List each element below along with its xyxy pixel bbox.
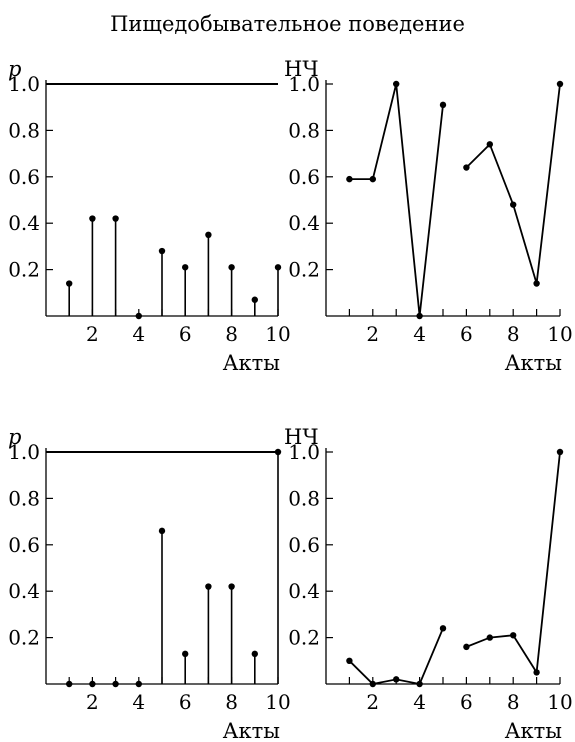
x-tick-label: 2 — [366, 690, 379, 714]
y-tick-label: 0.8 — [288, 486, 320, 510]
y-tick-label: 1.0 — [8, 72, 40, 96]
y-tick-label: 0.2 — [288, 258, 320, 282]
data-point — [533, 669, 540, 676]
stem-point — [112, 680, 119, 688]
y-tick-label: 0.8 — [8, 486, 40, 510]
stem-point — [228, 583, 235, 590]
stem-point — [205, 583, 212, 590]
x-tick-label: 8 — [225, 690, 238, 714]
stem-point — [182, 264, 189, 271]
stem-point — [205, 231, 212, 238]
stem-point — [89, 680, 96, 688]
stem-point — [158, 247, 166, 255]
x-tick-label: 6 — [460, 322, 473, 346]
figure-title: Пищедобывательное поведение — [110, 12, 465, 36]
y-tick-label: 0.4 — [288, 211, 320, 235]
y-tick-label: 0.2 — [288, 626, 320, 650]
x-axis-label: Акты — [223, 719, 280, 742]
y-tick-label: 1.0 — [288, 72, 320, 96]
stem-point — [135, 312, 142, 320]
data-point — [486, 634, 493, 641]
stem-point — [112, 215, 119, 222]
data-point — [369, 680, 376, 688]
stem-point — [251, 650, 258, 658]
y-tick-label: 1.0 — [8, 440, 40, 464]
chart-panel-top-left: 0.2 0.4 0.6 0.8 1.0 2 4 6 8 10 p Акты — [8, 57, 291, 375]
x-tick-label: 2 — [86, 322, 99, 346]
stem-point — [66, 680, 73, 688]
x-tick-label: 4 — [413, 690, 426, 714]
x-tick-label: 2 — [366, 322, 379, 346]
y-tick-label: 0.8 — [288, 118, 320, 142]
x-tick-label: 6 — [460, 690, 473, 714]
chart-panel-bottom-left: 0.2 0.4 0.6 0.8 1.0 2 4 6 8 10 p Акты — [8, 425, 291, 742]
x-tick-label: 10 — [265, 322, 290, 346]
x-tick-label: 8 — [225, 322, 238, 346]
y-tick-label: 1.0 — [288, 440, 320, 464]
y-tick-label: 0.2 — [8, 258, 40, 282]
y-tick-label: 0.6 — [288, 165, 320, 189]
x-axis-label: Акты — [223, 351, 280, 375]
chart-panel-bottom-right: 0.2 0.4 0.6 0.8 1.0 2 4 6 8 10 НЧ Акты — [284, 425, 573, 742]
data-point — [463, 643, 470, 651]
x-tick-label: 10 — [547, 690, 572, 714]
stem-point — [274, 264, 282, 271]
data-point — [416, 680, 423, 688]
chart-panel-top-right: 0.2 0.4 0.6 0.8 1.0 2 4 6 8 10 НЧ Акты — [284, 57, 573, 375]
y-axis-label: НЧ — [284, 57, 319, 81]
x-tick-label: 8 — [507, 322, 520, 346]
data-point — [393, 676, 400, 683]
data-point — [486, 141, 493, 148]
data-point — [556, 80, 564, 88]
y-tick-label: 0.6 — [8, 165, 40, 189]
x-tick-label: 4 — [132, 690, 145, 714]
x-axis-label: Акты — [505, 719, 562, 742]
series-line-segment-1 — [348, 627, 444, 686]
data-point — [369, 175, 376, 183]
series-line-segment-2 — [465, 83, 561, 284]
x-tick-label: 4 — [132, 322, 145, 346]
series-line-segment-1 — [349, 83, 444, 317]
y-tick-label: 0.6 — [288, 533, 320, 557]
x-tick-label: 2 — [86, 690, 99, 714]
stem-point — [274, 448, 282, 456]
y-tick-label: 0.4 — [8, 579, 40, 603]
y-tick-label: 0.2 — [8, 626, 40, 650]
data-point — [346, 657, 353, 664]
data-point — [556, 448, 564, 456]
y-tick-label: 0.6 — [8, 533, 40, 557]
data-point — [463, 164, 470, 171]
stem-point — [182, 650, 189, 658]
x-tick-label: 4 — [413, 322, 426, 346]
x-tick-label: 6 — [179, 690, 192, 714]
stem-point — [158, 527, 166, 535]
data-point — [393, 80, 400, 88]
x-axis-label: Акты — [505, 351, 562, 375]
data-point — [416, 312, 423, 320]
stem-point — [89, 215, 96, 222]
y-tick-label: 0.8 — [8, 118, 40, 142]
y-tick-label: 0.4 — [8, 211, 40, 235]
stem-point — [135, 680, 142, 688]
x-tick-label: 10 — [547, 322, 572, 346]
stem-point — [228, 264, 235, 271]
data-point — [510, 201, 517, 208]
y-axis-label: НЧ — [284, 425, 319, 449]
x-tick-label: 8 — [507, 690, 520, 714]
stem-point — [251, 296, 258, 303]
x-tick-label: 10 — [265, 690, 290, 714]
data-point — [533, 280, 540, 287]
data-point — [510, 632, 517, 639]
series-line-segment-2 — [466, 451, 561, 676]
y-axis-label: p — [8, 57, 21, 81]
data-point — [346, 175, 353, 183]
y-axis-label: p — [8, 425, 21, 449]
data-point — [439, 101, 447, 109]
y-tick-label: 0.4 — [288, 579, 320, 603]
data-point — [439, 625, 447, 632]
stem-point — [66, 280, 73, 287]
x-tick-label: 6 — [179, 322, 192, 346]
